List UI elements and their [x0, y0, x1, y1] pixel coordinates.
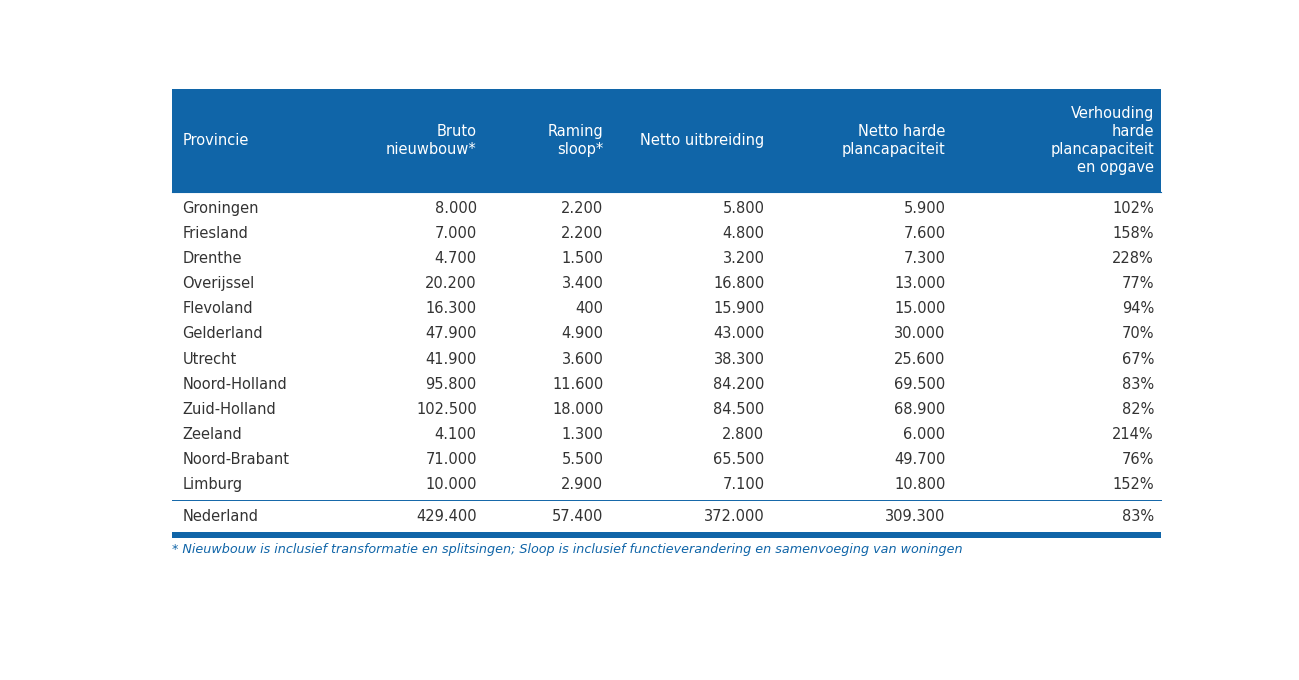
Text: Limburg: Limburg — [182, 477, 243, 492]
Text: 10.800: 10.800 — [894, 477, 946, 492]
Text: 69.500: 69.500 — [894, 377, 946, 392]
Text: 13.000: 13.000 — [894, 276, 946, 291]
Text: Provincie: Provincie — [182, 133, 249, 148]
Text: Drenthe: Drenthe — [182, 251, 242, 266]
Text: 57.400: 57.400 — [552, 509, 603, 524]
Text: 214%: 214% — [1112, 427, 1154, 442]
Text: 47.900: 47.900 — [426, 326, 477, 341]
Text: Netto harde
plancapaciteit: Netto harde plancapaciteit — [842, 124, 946, 157]
Text: 65.500: 65.500 — [713, 452, 765, 467]
Text: Noord-Holland: Noord-Holland — [182, 377, 287, 392]
Text: 16.800: 16.800 — [713, 276, 765, 291]
Text: 152%: 152% — [1112, 477, 1154, 492]
Bar — [173, 532, 1161, 538]
Text: 102.500: 102.500 — [416, 402, 477, 417]
Text: Groningen: Groningen — [182, 201, 259, 216]
Text: 2.200: 2.200 — [561, 226, 603, 241]
Text: 76%: 76% — [1121, 452, 1154, 467]
Text: 25.600: 25.600 — [894, 352, 946, 367]
Text: 41.900: 41.900 — [426, 352, 477, 367]
Text: 2.900: 2.900 — [561, 477, 603, 492]
Text: 83%: 83% — [1122, 377, 1154, 392]
Text: 83%: 83% — [1122, 509, 1154, 524]
Text: 67%: 67% — [1121, 352, 1154, 367]
Text: Zuid-Holland: Zuid-Holland — [182, 402, 277, 417]
Text: 1.300: 1.300 — [561, 427, 603, 442]
Text: 77%: 77% — [1121, 276, 1154, 291]
Text: 3.400: 3.400 — [561, 276, 603, 291]
Text: Nederland: Nederland — [182, 509, 259, 524]
Text: 3.600: 3.600 — [561, 352, 603, 367]
Text: 49.700: 49.700 — [894, 452, 946, 467]
Text: Friesland: Friesland — [182, 226, 248, 241]
Text: 43.000: 43.000 — [713, 326, 765, 341]
Text: 94%: 94% — [1122, 301, 1154, 316]
Text: 1.500: 1.500 — [561, 251, 603, 266]
Text: 6.000: 6.000 — [903, 427, 946, 442]
Text: 20.200: 20.200 — [425, 276, 477, 291]
Text: 68.900: 68.900 — [894, 402, 946, 417]
Text: 2.200: 2.200 — [561, 201, 603, 216]
Text: 102%: 102% — [1112, 201, 1154, 216]
Text: 400: 400 — [575, 301, 603, 316]
Text: 15.000: 15.000 — [894, 301, 946, 316]
Text: 30.000: 30.000 — [894, 326, 946, 341]
Text: 7.600: 7.600 — [903, 226, 946, 241]
Text: Noord-Brabant: Noord-Brabant — [182, 452, 290, 467]
Text: 71.000: 71.000 — [425, 452, 477, 467]
Text: Netto uitbreiding: Netto uitbreiding — [640, 133, 765, 148]
Text: 7.300: 7.300 — [903, 251, 946, 266]
Text: 158%: 158% — [1112, 226, 1154, 241]
Text: 95.800: 95.800 — [426, 377, 477, 392]
Text: 8.000: 8.000 — [435, 201, 477, 216]
Text: 5.900: 5.900 — [903, 201, 946, 216]
Text: 10.000: 10.000 — [425, 477, 477, 492]
Text: 82%: 82% — [1121, 402, 1154, 417]
Bar — [173, 90, 1161, 192]
Text: 429.400: 429.400 — [416, 509, 477, 524]
Text: 7.100: 7.100 — [722, 477, 765, 492]
Text: 5.500: 5.500 — [561, 452, 603, 467]
Text: Raming
sloop*: Raming sloop* — [548, 124, 603, 157]
Text: 228%: 228% — [1112, 251, 1154, 266]
Text: 84.500: 84.500 — [713, 402, 765, 417]
Text: 5.800: 5.800 — [722, 201, 765, 216]
Text: Gelderland: Gelderland — [182, 326, 264, 341]
Text: 4.100: 4.100 — [435, 427, 477, 442]
Text: 16.300: 16.300 — [426, 301, 477, 316]
Text: 372.000: 372.000 — [704, 509, 765, 524]
Text: Overijssel: Overijssel — [182, 276, 255, 291]
Text: Verhouding
harde
plancapaciteit
en opgave: Verhouding harde plancapaciteit en opgav… — [1051, 106, 1154, 175]
Text: Zeeland: Zeeland — [182, 427, 242, 442]
Text: Utrecht: Utrecht — [182, 352, 236, 367]
Text: 309.300: 309.300 — [885, 509, 946, 524]
Text: Bruto
nieuwbouw*: Bruto nieuwbouw* — [386, 124, 477, 157]
Text: 2.800: 2.800 — [722, 427, 765, 442]
Text: Flevoland: Flevoland — [182, 301, 253, 316]
Text: 3.200: 3.200 — [722, 251, 765, 266]
Text: 7.000: 7.000 — [435, 226, 477, 241]
Text: 4.800: 4.800 — [722, 226, 765, 241]
Text: 84.200: 84.200 — [713, 377, 765, 392]
Text: * Nieuwbouw is inclusief transformatie en splitsingen; Sloop is inclusief functi: * Nieuwbouw is inclusief transformatie e… — [173, 543, 963, 556]
Text: 11.600: 11.600 — [552, 377, 603, 392]
Text: 4.700: 4.700 — [435, 251, 477, 266]
Text: 4.900: 4.900 — [561, 326, 603, 341]
Text: 70%: 70% — [1121, 326, 1154, 341]
Text: 18.000: 18.000 — [552, 402, 603, 417]
Text: 15.900: 15.900 — [713, 301, 765, 316]
Text: 38.300: 38.300 — [713, 352, 765, 367]
